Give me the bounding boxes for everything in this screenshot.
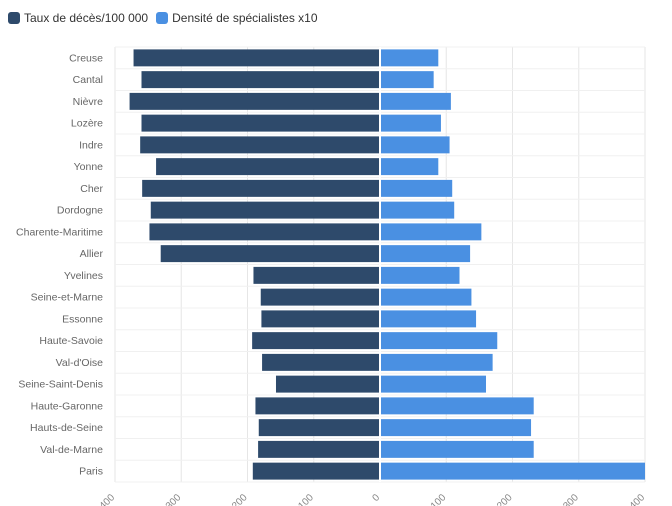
bar-deaths[interactable] [160, 245, 380, 263]
bar-specialists[interactable] [380, 49, 439, 67]
bar-deaths[interactable] [258, 419, 380, 437]
x-tick-label: 100 [296, 492, 316, 506]
category-label: Nièvre [73, 96, 104, 108]
bar-specialists[interactable] [380, 201, 455, 219]
category-label: Creuse [69, 52, 103, 64]
bar-specialists[interactable] [380, 136, 450, 154]
x-tick-label: 200 [495, 492, 515, 506]
category-label: Allier [80, 248, 104, 260]
bar-deaths[interactable] [262, 353, 380, 371]
bar-deaths[interactable] [140, 136, 380, 154]
bar-specialists[interactable] [380, 245, 471, 263]
bar-specialists[interactable] [380, 92, 451, 110]
chart-legend: Taux de décès/100 000 Densité de spécial… [8, 8, 318, 28]
bar-specialists[interactable] [380, 353, 493, 371]
category-label: Val-d'Oise [56, 357, 103, 369]
legend-label-deaths: Taux de décès/100 000 [24, 11, 149, 25]
bar-specialists[interactable] [380, 266, 460, 284]
category-label: Cher [80, 183, 103, 195]
bar-deaths[interactable] [142, 179, 380, 197]
x-tick-label: 200 [230, 492, 250, 506]
bar-deaths[interactable] [141, 71, 381, 89]
category-label: Cantal [73, 74, 103, 86]
category-label: Seine-et-Marne [31, 292, 104, 304]
category-label: Charente-Maritime [16, 226, 103, 238]
x-tick-label: 300 [164, 492, 184, 506]
bar-deaths[interactable] [129, 92, 380, 110]
x-tick-label: 0 [370, 492, 382, 504]
bar-specialists[interactable] [380, 223, 482, 241]
category-label: Essonne [62, 313, 103, 325]
bar-specialists[interactable] [380, 397, 534, 415]
legend-swatch-specialists [156, 12, 169, 24]
category-label: Dordogne [57, 205, 103, 217]
bar-specialists[interactable] [380, 462, 645, 480]
bar-specialists[interactable] [380, 440, 534, 458]
x-tick-label: 100 [429, 492, 449, 506]
category-label: Lozère [71, 118, 103, 130]
bar-specialists[interactable] [380, 310, 477, 328]
x-tick-label: 400 [628, 492, 648, 506]
legend-item-specialists[interactable]: Densité de spécialistes x10 [156, 11, 318, 25]
bar-deaths[interactable] [275, 375, 380, 393]
bar-deaths[interactable] [261, 310, 380, 328]
bar-specialists[interactable] [380, 288, 472, 306]
category-label: Seine-Saint-Denis [18, 379, 103, 391]
bar-deaths[interactable] [252, 332, 380, 350]
bar-deaths[interactable] [149, 223, 380, 241]
category-label: Paris [79, 466, 103, 478]
category-label: Indre [79, 139, 103, 151]
bar-specialists[interactable] [380, 158, 439, 176]
bar-specialists[interactable] [380, 332, 498, 350]
bar-deaths[interactable] [255, 397, 380, 415]
legend-label-specialists: Densité de spécialistes x10 [172, 11, 318, 25]
bar-deaths[interactable] [258, 440, 380, 458]
x-tick-label: 400 [98, 492, 118, 506]
bar-deaths[interactable] [253, 266, 380, 284]
bar-deaths[interactable] [141, 114, 381, 132]
bar-specialists[interactable] [380, 179, 453, 197]
legend-swatch-deaths [8, 12, 20, 24]
category-label: Yonne [74, 161, 104, 173]
category-label: Val-de-Marne [40, 444, 103, 456]
bar-deaths[interactable] [150, 201, 380, 219]
bar-deaths[interactable] [252, 462, 380, 480]
category-label: Haute-Garonne [31, 400, 104, 412]
legend-item-deaths[interactable]: Taux de décès/100 000 [8, 11, 148, 25]
category-label: Haute-Savoie [39, 335, 103, 347]
bar-deaths[interactable] [133, 49, 380, 67]
bar-specialists[interactable] [380, 419, 532, 437]
bar-deaths[interactable] [156, 158, 380, 176]
bar-specialists[interactable] [380, 71, 434, 89]
category-label: Yvelines [64, 270, 103, 282]
x-tick-label: 300 [561, 492, 581, 506]
bar-deaths[interactable] [260, 288, 380, 306]
bar-specialists[interactable] [380, 375, 486, 393]
bar-specialists[interactable] [380, 114, 441, 132]
category-label: Hauts-de-Seine [30, 422, 103, 434]
